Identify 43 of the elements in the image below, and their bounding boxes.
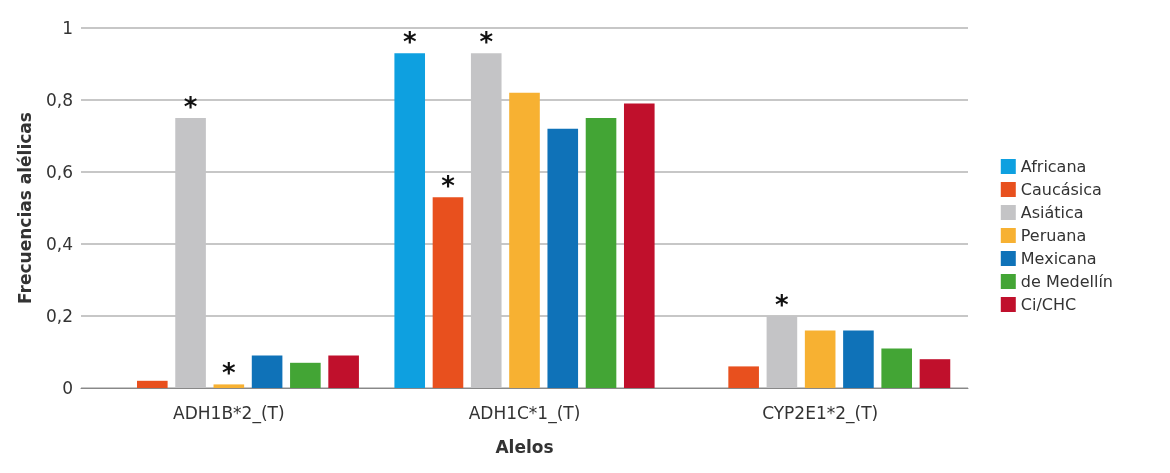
bar bbox=[290, 362, 321, 388]
bar bbox=[328, 355, 359, 388]
data-label: * bbox=[775, 290, 790, 320]
bar bbox=[470, 53, 502, 388]
data-label: * bbox=[402, 27, 417, 58]
bar bbox=[728, 366, 759, 388]
bar bbox=[804, 330, 836, 388]
x-tick-label: ADH1B*2_(T) bbox=[173, 402, 285, 424]
y-tick-label: 0,4 bbox=[45, 234, 73, 254]
bar bbox=[509, 92, 540, 388]
y-tick-label: 0 bbox=[62, 378, 73, 398]
bar bbox=[175, 118, 206, 388]
bar bbox=[394, 53, 426, 388]
y-tick-label: 0,6 bbox=[45, 162, 73, 182]
bar bbox=[623, 103, 655, 388]
bar bbox=[251, 355, 283, 388]
legend-label: Asiática bbox=[1020, 203, 1084, 222]
data-label: * bbox=[479, 27, 494, 58]
x-axis-title: Alelos bbox=[495, 436, 554, 457]
x-tick-label: ADH1C*1_(T) bbox=[468, 402, 581, 424]
data-label: * bbox=[441, 171, 456, 202]
y-tick-label: 1 bbox=[62, 18, 73, 38]
y-axis-title: Frecuencias alélicas bbox=[14, 112, 35, 304]
y-tick-label: 0,2 bbox=[45, 306, 73, 326]
bar bbox=[547, 128, 579, 388]
data-label: * bbox=[222, 358, 237, 389]
bar bbox=[432, 197, 464, 388]
x-tick-label: CYP2E1*2_(T) bbox=[762, 402, 879, 424]
bar bbox=[881, 348, 912, 388]
bar bbox=[137, 380, 168, 388]
bar bbox=[843, 330, 874, 388]
legend-label: Ci/CHC bbox=[1020, 295, 1077, 314]
bar bbox=[919, 359, 951, 388]
legend-label: Peruana bbox=[1020, 226, 1087, 245]
legend-label: de Medellín bbox=[1020, 272, 1114, 291]
legend-label: Caucásica bbox=[1020, 180, 1102, 199]
bar bbox=[213, 384, 245, 388]
bar bbox=[766, 316, 798, 388]
bar bbox=[585, 118, 617, 388]
data-label: * bbox=[183, 92, 198, 122]
legend-label: Mexicana bbox=[1020, 249, 1097, 268]
legend-label: Africana bbox=[1020, 157, 1087, 176]
y-tick-label: 0,8 bbox=[45, 90, 73, 110]
